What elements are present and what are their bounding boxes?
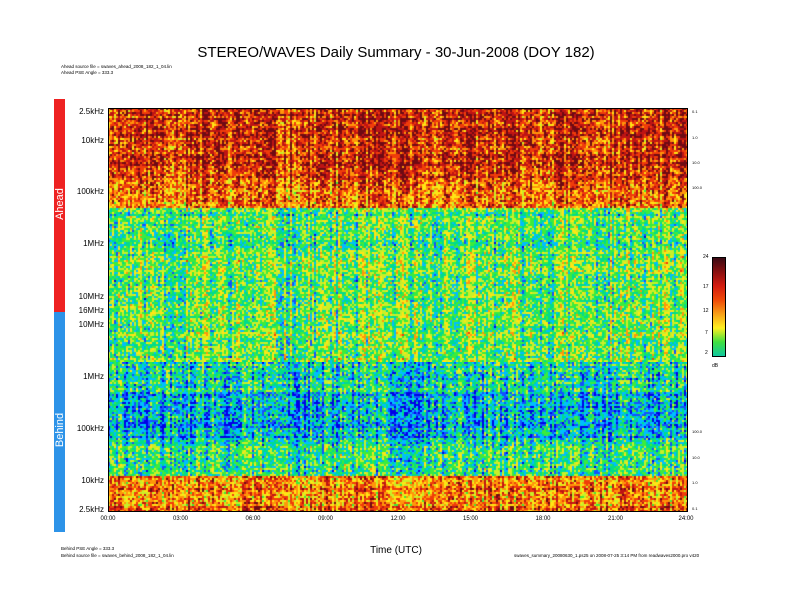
colorbar-tick-7: 7 <box>705 330 708 336</box>
colorbar-tick-2: 2 <box>705 350 708 356</box>
x-tick-1800: 18:00 <box>535 516 551 522</box>
y-tick-behind-1mhz: 1MHz <box>83 372 104 381</box>
behind-side-bar <box>54 312 65 532</box>
x-tick-2100: 21:00 <box>607 516 624 522</box>
ahead-side-bar <box>54 99 65 312</box>
x-tick-0600: 06:00 <box>245 516 261 522</box>
y-tick-ahead-100khz: 100kHz <box>76 187 104 196</box>
y-tick-behind-10mhz: 10MHz <box>78 320 104 329</box>
y-tick-ahead-16mhz: 16MHz <box>78 306 104 315</box>
right-tick-behind-2: 1.0 <box>692 480 698 485</box>
right-tick-ahead-1: 1.0 <box>692 135 698 140</box>
y-tick-behind-2.5khz: 2.5kHz <box>79 505 104 514</box>
y-tick-ahead-10khz: 10kHz <box>81 136 104 145</box>
colorbar-unit: dB <box>712 363 719 369</box>
generation-note: swaves_summary_20080630_1.ps25 on 2008-0… <box>514 553 700 558</box>
x-tick-0300: 03:00 <box>172 516 189 522</box>
y-tick-behind-100khz: 100kHz <box>76 424 104 433</box>
colorbar-tick-17: 17 <box>703 284 709 290</box>
y-tick-behind-10khz: 10kHz <box>81 476 104 485</box>
y-tick-ahead-10mhz: 10MHz <box>78 292 104 301</box>
right-tick-behind-3: 0.1 <box>692 506 698 511</box>
colorbar <box>712 257 726 357</box>
x-tick-1500: 15:00 <box>462 516 479 522</box>
ahead-spectrogram <box>108 108 688 362</box>
chart-title: STEREO/WAVES Daily Summary - 30-Jun-2008… <box>197 44 595 61</box>
behind-spectrogram <box>108 362 688 512</box>
right-tick-behind-1: 10.0 <box>692 455 700 460</box>
colorbar-tick-24: 24 <box>703 254 709 260</box>
right-tick-ahead-3: 100.0 <box>692 185 703 190</box>
x-tick-0900: 09:00 <box>317 516 334 522</box>
right-tick-behind-0: 100.0 <box>692 429 703 434</box>
right-tick-ahead-2: 10.0 <box>692 160 700 165</box>
x-tick-2400: 24:00 <box>678 516 694 522</box>
right-tick-ahead-0: 0.1 <box>692 109 698 114</box>
ahead-source-file: Ahead source file = swaves_ahead_2008_18… <box>61 64 172 69</box>
behind-pse-angle: Behind PSE Angle = 333.3 <box>61 546 115 551</box>
x-tick-1200: 12:00 <box>390 516 406 522</box>
y-tick-ahead-1mhz: 1MHz <box>83 239 104 248</box>
ahead-pse-angle: Ahead PSE Angle = 333.3 <box>61 70 114 75</box>
x-tick-0000: 00:00 <box>100 516 116 522</box>
colorbar-tick-12: 12 <box>703 308 709 314</box>
behind-source-file: Behind source file = swaves_behind_2008_… <box>61 553 174 558</box>
y-tick-ahead-2.5khz: 2.5kHz <box>79 107 104 116</box>
x-axis-label: Time (UTC) <box>370 545 422 556</box>
